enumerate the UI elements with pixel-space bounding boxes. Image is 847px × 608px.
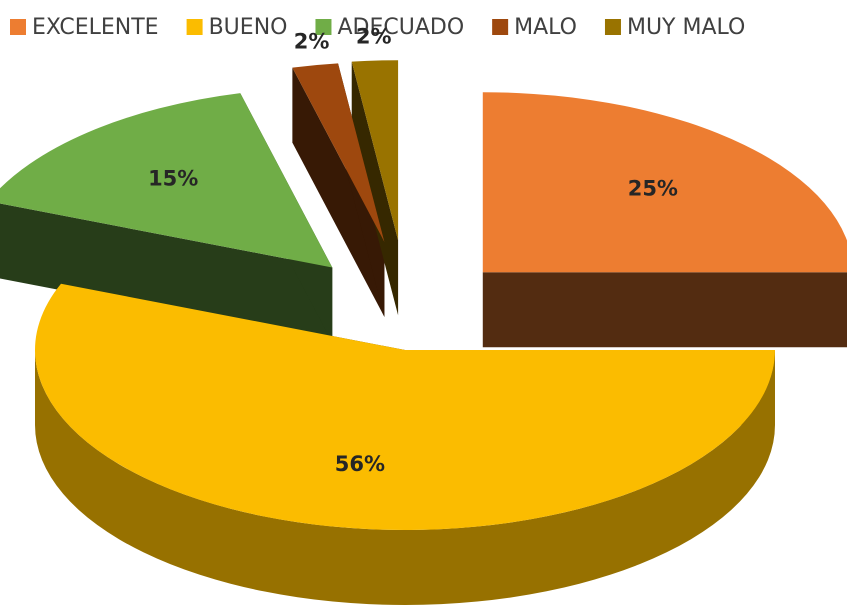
slice <box>482 92 847 273</box>
slice-radial-side <box>0 203 333 343</box>
slice <box>0 93 333 268</box>
slice <box>35 283 776 530</box>
legend-swatch <box>492 19 509 35</box>
legend-label: ADECUADO <box>337 15 464 40</box>
slice <box>292 63 385 242</box>
legend-label: EXCELENTE <box>32 15 159 40</box>
legend-swatch <box>604 19 621 35</box>
value-labels: 25% 56% 15% 2% 2% <box>148 25 678 476</box>
slice <box>351 60 399 241</box>
value-label: 15% <box>148 167 198 191</box>
pie-tops <box>0 60 847 530</box>
legend-label: MALO <box>514 15 577 40</box>
legend-label: BUENO <box>209 15 288 40</box>
value-label: 25% <box>628 176 678 200</box>
slice-radial-side <box>351 61 399 316</box>
legend: EXCELENTE BUENO ADECUADO MALO MUY MALO <box>10 15 745 40</box>
legend-label: MUY MALO <box>627 15 745 40</box>
value-label: 2% <box>294 29 330 53</box>
slice-radial-side <box>482 272 847 348</box>
value-label: 56% <box>335 452 385 476</box>
slice-radial-side <box>292 67 385 317</box>
value-label: 2% <box>356 25 392 49</box>
legend-swatch <box>186 19 203 35</box>
legend-swatch <box>315 19 332 35</box>
slice-wall <box>35 350 775 605</box>
legend-swatch <box>10 19 26 35</box>
